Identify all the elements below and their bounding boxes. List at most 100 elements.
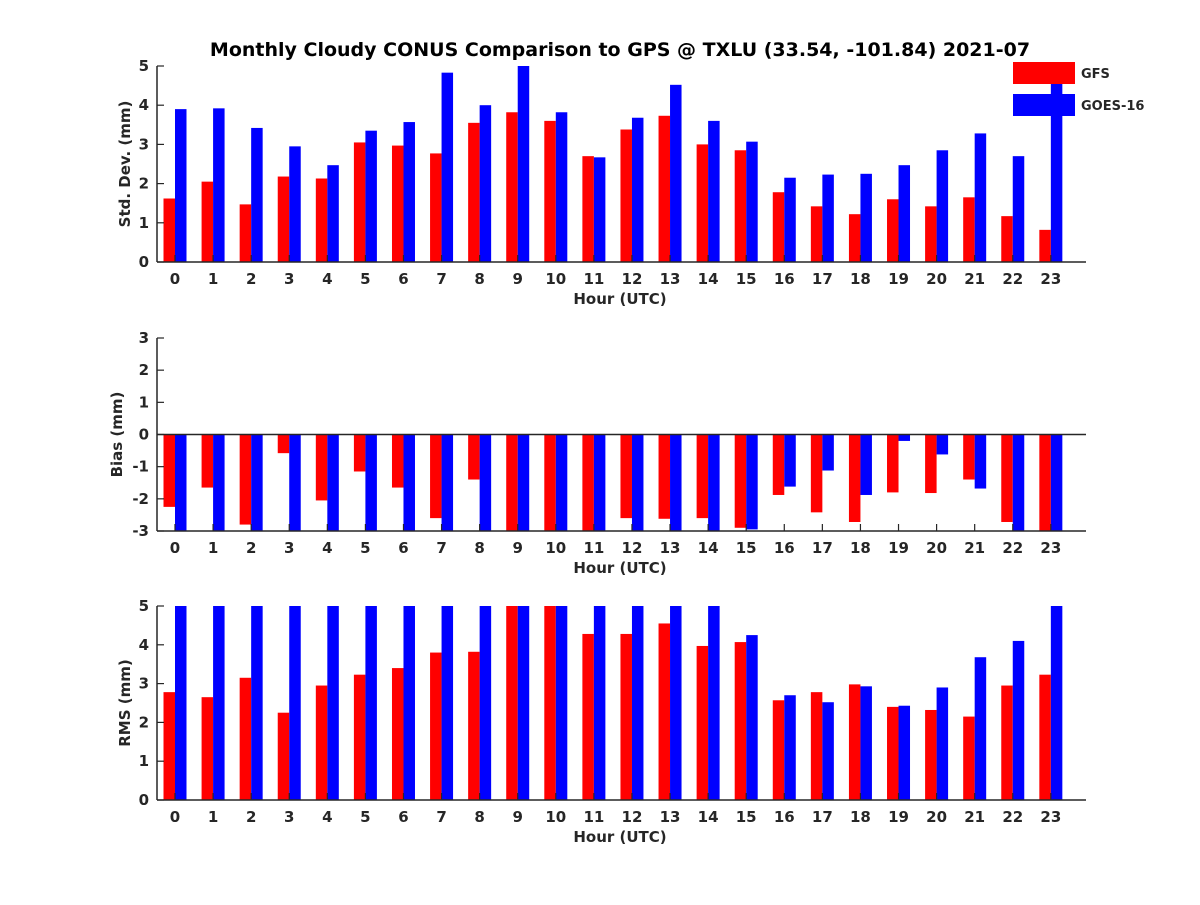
x-tick-label: 5 xyxy=(360,539,370,557)
bar-goes-16-11 xyxy=(593,606,606,800)
x-tick-label: 16 xyxy=(774,808,795,826)
bar-gfs-16 xyxy=(772,192,785,262)
bar-gfs-1 xyxy=(201,181,214,262)
bar-gfs-8 xyxy=(468,434,480,480)
bar-gfs-22 xyxy=(1001,685,1013,800)
x-tick-label: 3 xyxy=(284,539,294,557)
bar-goes-16-18 xyxy=(860,434,872,495)
bar-gfs-14 xyxy=(696,645,709,800)
x-tick-label: 21 xyxy=(964,808,985,826)
bar-gfs-19 xyxy=(887,199,899,262)
legend: GFS GOES-16 xyxy=(1013,62,1144,116)
bar-gfs-9 xyxy=(506,606,518,800)
bar-goes-16-4 xyxy=(327,606,339,800)
bar-gfs-23 xyxy=(1039,229,1051,262)
y-tick-label: 2 xyxy=(139,361,149,379)
bar-gfs-5 xyxy=(353,674,366,800)
bar-goes-16-11 xyxy=(593,157,606,262)
x-tick-label: 20 xyxy=(926,270,947,288)
bar-goes-16-9 xyxy=(517,606,530,800)
bar-goes-16-0 xyxy=(175,109,187,263)
bar-goes-16-7 xyxy=(441,606,454,800)
bar-gfs-8 xyxy=(468,122,480,262)
bar-goes-16-1 xyxy=(213,606,225,800)
x-tick-label: 8 xyxy=(474,539,484,557)
bar-gfs-21 xyxy=(963,716,975,800)
bar-goes-16-14 xyxy=(708,120,720,262)
legend-label: GOES-16 xyxy=(1081,99,1144,114)
bar-gfs-6 xyxy=(391,668,404,800)
x-tick-label: 2 xyxy=(246,539,256,557)
bar-gfs-13 xyxy=(658,434,671,519)
y-tick-label: 2 xyxy=(139,713,149,731)
bar-gfs-4 xyxy=(315,178,328,262)
bar-gfs-13 xyxy=(658,623,671,800)
x-axis-label: Hour (UTC) xyxy=(573,559,666,577)
bar-goes-16-20 xyxy=(936,150,949,262)
bar-goes-16-19 xyxy=(898,434,911,441)
bar-gfs-15 xyxy=(734,434,747,528)
bar-goes-16-10 xyxy=(555,434,568,531)
bar-gfs-19 xyxy=(887,706,899,800)
y-axis-label: Std. Dev. (mm) xyxy=(116,101,134,228)
bar-goes-16-13 xyxy=(670,606,682,800)
bar-goes-16-9 xyxy=(517,66,530,262)
bar-gfs-20 xyxy=(925,206,937,262)
bar-goes-16-21 xyxy=(974,657,987,800)
bar-goes-16-5 xyxy=(365,434,377,531)
y-axis-label: Bias (mm) xyxy=(108,392,126,478)
bar-gfs-7 xyxy=(430,434,442,519)
bar-goes-16-4 xyxy=(327,434,339,531)
bar-gfs-1 xyxy=(201,434,214,488)
bar-gfs-20 xyxy=(925,709,937,800)
bar-goes-16-8 xyxy=(479,105,492,262)
x-tick-label: 21 xyxy=(964,270,985,288)
x-tick-label: 17 xyxy=(812,808,833,826)
bar-gfs-22 xyxy=(1001,434,1013,522)
x-tick-label: 4 xyxy=(322,808,332,826)
x-tick-label: 3 xyxy=(284,808,294,826)
y-tick-label: 0 xyxy=(139,426,149,444)
x-tick-label: 7 xyxy=(436,808,446,826)
bar-gfs-12 xyxy=(620,633,632,800)
x-tick-label: 15 xyxy=(736,808,757,826)
bar-goes-16-18 xyxy=(860,686,872,800)
bar-goes-16-20 xyxy=(936,434,949,455)
bar-gfs-1 xyxy=(201,697,214,800)
bar-goes-16-19 xyxy=(898,705,911,800)
bar-gfs-9 xyxy=(506,112,518,262)
x-tick-label: 8 xyxy=(474,270,484,288)
y-tick-label: 0 xyxy=(139,253,149,271)
bar-goes-16-21 xyxy=(974,133,987,262)
x-tick-label: 14 xyxy=(698,539,719,557)
y-tick-label: 3 xyxy=(139,329,149,347)
bar-gfs-23 xyxy=(1039,674,1051,800)
x-tick-label: 13 xyxy=(660,808,681,826)
bar-gfs-19 xyxy=(887,434,899,493)
x-tick-label: 9 xyxy=(513,270,523,288)
legend-swatch-goes-16 xyxy=(1013,94,1075,116)
y-tick-label: -1 xyxy=(132,458,149,476)
bar-gfs-3 xyxy=(277,712,290,800)
x-tick-label: 0 xyxy=(170,270,180,288)
bar-gfs-0 xyxy=(163,692,175,800)
x-tick-label: 5 xyxy=(360,270,370,288)
bar-goes-16-1 xyxy=(213,108,225,262)
x-axis-label: Hour (UTC) xyxy=(573,828,666,846)
bar-gfs-0 xyxy=(163,198,175,262)
bar-goes-16-4 xyxy=(327,165,339,262)
bar-goes-16-16 xyxy=(784,434,796,487)
x-tick-label: 19 xyxy=(888,808,909,826)
bar-gfs-18 xyxy=(848,434,861,522)
bar-goes-16-23 xyxy=(1050,606,1063,800)
x-tick-label: 16 xyxy=(774,270,795,288)
x-tick-label: 21 xyxy=(964,539,985,557)
bar-goes-16-5 xyxy=(365,606,377,800)
bar-gfs-11 xyxy=(582,633,594,800)
bar-goes-16-3 xyxy=(289,434,301,531)
y-tick-label: 4 xyxy=(139,96,149,114)
bar-goes-16-18 xyxy=(860,173,872,262)
bar-goes-16-12 xyxy=(631,606,644,800)
